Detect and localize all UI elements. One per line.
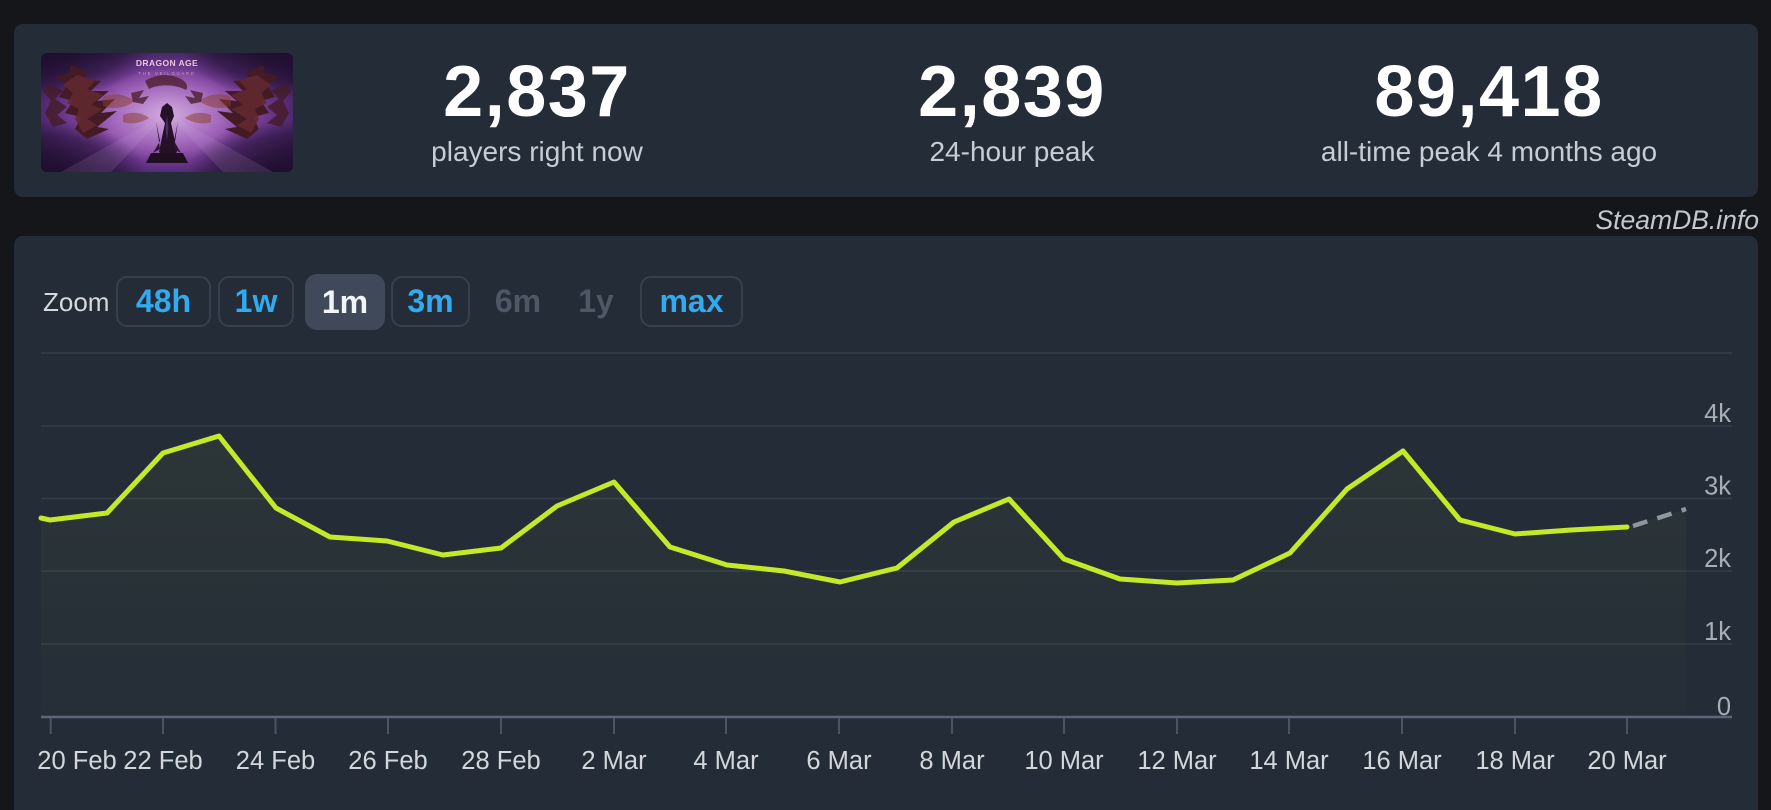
svg-text:DRAGON AGE: DRAGON AGE [136,58,198,68]
svg-text:20 Feb: 20 Feb [37,747,116,775]
svg-text:12 Mar: 12 Mar [1137,747,1217,775]
svg-text:14 Mar: 14 Mar [1249,747,1329,775]
svg-text:1k: 1k [1704,618,1731,646]
svg-text:6 Mar: 6 Mar [806,747,872,775]
svg-text:28 Feb: 28 Feb [461,747,540,775]
svg-text:2 Mar: 2 Mar [581,747,647,775]
svg-text:18 Mar: 18 Mar [1475,747,1555,775]
svg-text:3k: 3k [1704,473,1731,501]
svg-text:26 Feb: 26 Feb [348,747,427,775]
svg-text:24 Feb: 24 Feb [236,747,315,775]
svg-text:0: 0 [1717,693,1731,721]
svg-text:20 Mar: 20 Mar [1587,747,1667,775]
svg-text:THE VEILGUARD: THE VEILGUARD [138,71,195,76]
svg-text:8 Mar: 8 Mar [919,747,985,775]
svg-text:10 Mar: 10 Mar [1024,747,1104,775]
svg-text:4k: 4k [1704,400,1731,428]
svg-text:2k: 2k [1704,545,1731,573]
svg-text:22 Feb: 22 Feb [123,747,202,775]
svg-text:16 Mar: 16 Mar [1362,747,1442,775]
svg-text:4 Mar: 4 Mar [693,747,759,775]
